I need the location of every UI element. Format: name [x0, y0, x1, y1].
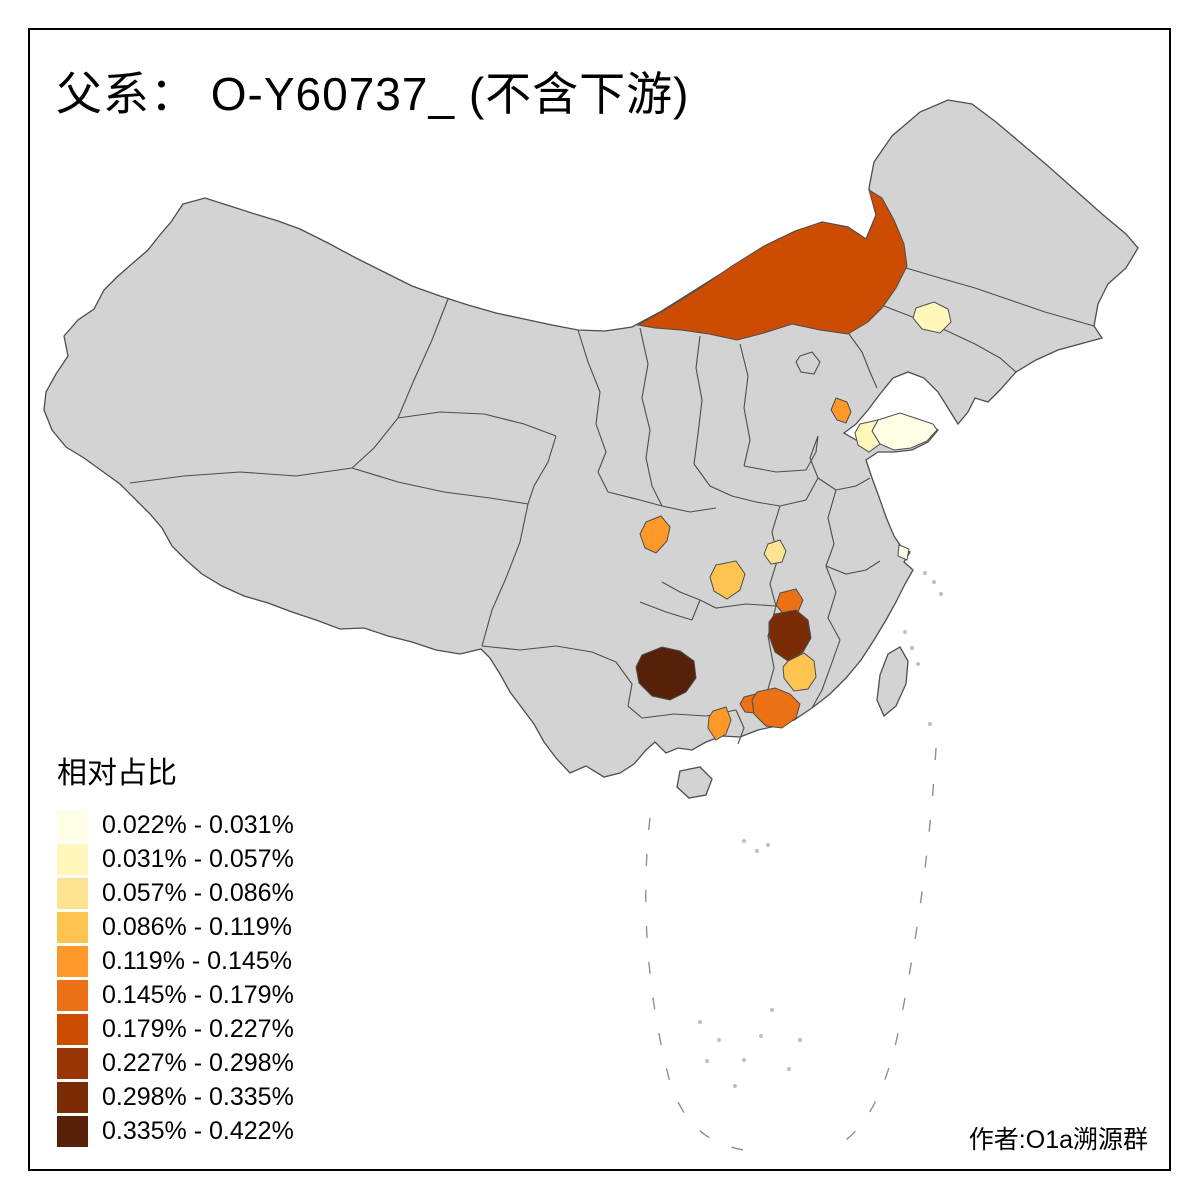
legend-label: 0.179% - 0.227%: [102, 1014, 294, 1043]
region-guizhou-central: [635, 646, 697, 701]
legend-label: 0.227% - 0.298%: [102, 1048, 294, 1077]
region-shandong-peninsula-east: [871, 412, 938, 451]
region-anhui-central: [763, 539, 787, 565]
legend-item: 0.022% - 0.031%: [57, 808, 294, 842]
mainland-china: [43, 99, 1139, 778]
islet: [916, 662, 920, 666]
hainan-island: [676, 766, 713, 799]
islet: [939, 592, 943, 596]
plot-frame: [28, 28, 1171, 1171]
islet: [759, 1034, 763, 1038]
islet: [742, 1058, 746, 1062]
region-chongqing: [639, 515, 671, 554]
legend-swatch: [57, 979, 88, 1011]
islet: [928, 722, 932, 726]
islet: [766, 843, 770, 847]
south-china-sea-islands: [698, 839, 802, 1088]
legend: 相对占比 0.022% - 0.031% 0.031% - 0.057% 0.0…: [57, 748, 294, 1148]
islet: [717, 1038, 721, 1042]
legend-title: 相对占比: [57, 757, 177, 790]
legend-item: 0.119% - 0.145%: [57, 944, 294, 978]
coastal-islets: [903, 571, 943, 726]
islet: [903, 630, 907, 634]
colored-regions: [635, 188, 952, 741]
region-shanghai: [897, 544, 910, 561]
islet: [742, 839, 746, 843]
islet: [770, 1008, 774, 1012]
legend-swatch: [57, 1115, 88, 1147]
legend-item: 0.298% - 0.335%: [57, 1080, 294, 1114]
legend-item: 0.179% - 0.227%: [57, 1012, 294, 1046]
region-jilin-central: [912, 301, 952, 334]
region-inner-mongolia: [636, 188, 908, 341]
legend-swatch: [57, 911, 88, 943]
legend-label: 0.335% - 0.422%: [102, 1116, 294, 1145]
legend-label: 0.298% - 0.335%: [102, 1082, 294, 1111]
legend-label: 0.119% - 0.145%: [102, 946, 292, 975]
legend-item: 0.145% - 0.179%: [57, 978, 294, 1012]
region-guangdong-north: [751, 687, 801, 729]
islet: [932, 580, 936, 584]
beijing-border-loop: [795, 351, 821, 375]
legend-label: 0.086% - 0.119%: [102, 912, 292, 941]
region-guangxi-southeast: [707, 706, 732, 741]
islet: [798, 1038, 802, 1042]
legend-swatch: [57, 877, 88, 909]
legend-swatch: [57, 1081, 88, 1113]
legend-label: 0.057% - 0.086%: [102, 878, 294, 907]
nine-dash-line-east: [841, 747, 937, 1144]
legend-item: 0.057% - 0.086%: [57, 876, 294, 910]
islet: [910, 646, 914, 650]
islet: [698, 1020, 702, 1024]
legend-item: 0.227% - 0.298%: [57, 1046, 294, 1080]
legend-label: 0.022% - 0.031%: [102, 810, 294, 839]
legend-item: 0.086% - 0.119%: [57, 910, 294, 944]
islet: [755, 849, 759, 853]
legend-swatch: [57, 1047, 88, 1079]
islet: [923, 571, 927, 575]
islet: [733, 1084, 737, 1088]
islet: [787, 1067, 791, 1071]
legend-item: 0.335% - 0.422%: [57, 1114, 294, 1148]
islet: [705, 1059, 709, 1063]
page-title: 父系： O-Y60737_ (不含下游): [56, 68, 690, 120]
nine-dash-line-west: [645, 817, 759, 1153]
legend-label: 0.145% - 0.179%: [102, 980, 294, 1009]
legend-swatch: [57, 843, 88, 875]
taiwan-island: [876, 646, 909, 718]
legend-swatch: [57, 809, 88, 841]
legend-item: 0.031% - 0.057%: [57, 842, 294, 876]
region-tianjin: [830, 397, 852, 424]
region-hubei-central: [709, 560, 746, 600]
legend-label: 0.031% - 0.057%: [102, 844, 294, 873]
legend-swatch: [57, 945, 88, 977]
region-jiangxi-north: [768, 609, 812, 662]
region-shandong-central: [854, 419, 881, 453]
author-credit: 作者:O1a溯源群: [968, 1126, 1148, 1154]
legend-swatch: [57, 1013, 88, 1045]
province-borders: [129, 267, 1095, 745]
region-jiangxi-central: [782, 652, 817, 692]
